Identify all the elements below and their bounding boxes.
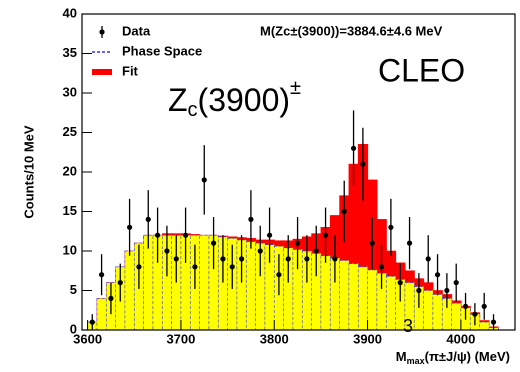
legend-key <box>99 29 105 35</box>
data-point <box>378 264 385 270</box>
hist-bar <box>339 260 350 331</box>
data-point <box>136 264 142 270</box>
hist-bar <box>143 234 154 331</box>
hist-bar <box>451 302 462 331</box>
data-point <box>229 264 235 270</box>
data-point <box>322 232 329 238</box>
data-point <box>89 319 95 325</box>
annotation: M(Zc±(3900))=3884.6±4.6 MeV <box>260 23 443 38</box>
overlay-main: Z <box>168 82 188 118</box>
legend-label: Fit <box>122 63 139 78</box>
data-point <box>332 256 338 262</box>
overlay-title: Zc(3900)± <box>168 77 301 121</box>
data-point <box>294 240 301 246</box>
data-point <box>406 240 413 246</box>
x-label-rest: (π±J/ψ) (MeV) <box>425 349 510 364</box>
hist-bar <box>96 298 107 331</box>
data-point <box>462 303 469 309</box>
hist-bar <box>199 234 210 331</box>
data-point <box>117 280 123 286</box>
data-point <box>313 248 319 254</box>
data-point <box>173 256 179 262</box>
data-point <box>145 216 151 222</box>
data-point <box>266 232 273 238</box>
x-tick-label: 3600 <box>73 331 102 346</box>
data-point <box>360 161 366 167</box>
x-tick-label: 3800 <box>260 331 289 346</box>
hist-bar <box>385 275 397 331</box>
y-tick-label: 0 <box>70 321 77 336</box>
data-point <box>397 280 403 286</box>
data-point <box>126 224 133 230</box>
overlay-rest: (3900) <box>198 82 291 118</box>
data-point <box>434 272 441 278</box>
data-point <box>257 248 263 254</box>
x-label-main: M <box>396 349 407 364</box>
y-tick-label: 40 <box>63 5 77 20</box>
data-point <box>425 256 431 262</box>
data-point <box>472 311 478 317</box>
x-tick-label: 3700 <box>166 331 195 346</box>
hist-bar <box>236 239 247 331</box>
legend-label: Phase Space <box>122 43 202 58</box>
data-point <box>453 280 459 286</box>
hist-bar <box>301 250 313 331</box>
hist-bar <box>348 263 359 331</box>
data-point <box>350 145 357 151</box>
y-tick-label: 25 <box>63 124 77 139</box>
hist-bar <box>479 321 490 331</box>
hist-bar <box>124 250 135 331</box>
y-axis-label: Counts/10 MeV <box>21 125 36 219</box>
hist-bar <box>367 269 378 331</box>
data-point <box>341 208 347 215</box>
data-point <box>276 272 282 278</box>
data-point <box>481 303 487 309</box>
data-point <box>182 232 189 238</box>
data-point <box>490 319 497 325</box>
y-tick-label: 30 <box>63 84 77 99</box>
overlay-sub: c <box>188 99 198 121</box>
hist-bar <box>357 266 369 331</box>
hist-bar <box>245 241 257 331</box>
x-axis-label: Mmax(π±J/ψ) (MeV) <box>396 349 510 366</box>
x-label-sub: max <box>407 356 425 366</box>
hist-bar <box>320 255 331 331</box>
data-point <box>98 272 105 278</box>
x-tick-label: 3900 <box>353 331 382 346</box>
overlay-label: CLEO <box>378 52 465 88</box>
data-point <box>108 295 114 301</box>
hist-bar <box>432 294 443 331</box>
data-point <box>238 256 245 262</box>
data-point <box>154 232 161 238</box>
data-point <box>388 224 394 230</box>
data-point <box>248 216 254 222</box>
data-point <box>444 287 450 294</box>
y-tick-label: 35 <box>63 45 77 60</box>
data-point <box>285 256 291 262</box>
data-point <box>220 256 226 262</box>
page-number: 3 <box>403 316 413 336</box>
y-tick-label: 15 <box>63 203 77 218</box>
data-point <box>210 240 217 246</box>
legend-key <box>92 69 112 75</box>
y-tick-label: 5 <box>70 282 77 297</box>
overlay-sup: ± <box>290 77 301 99</box>
data-point <box>304 256 310 262</box>
y-tick-label: 20 <box>63 163 77 178</box>
data-point <box>416 287 422 294</box>
data-point <box>201 177 207 183</box>
data-point <box>369 240 375 246</box>
legend-label: Data <box>122 23 151 38</box>
hist-bar <box>423 290 434 331</box>
y-tick-label: 10 <box>63 242 77 257</box>
data-point <box>164 248 170 254</box>
data-point <box>192 264 198 270</box>
x-tick-label: 4000 <box>446 331 475 346</box>
